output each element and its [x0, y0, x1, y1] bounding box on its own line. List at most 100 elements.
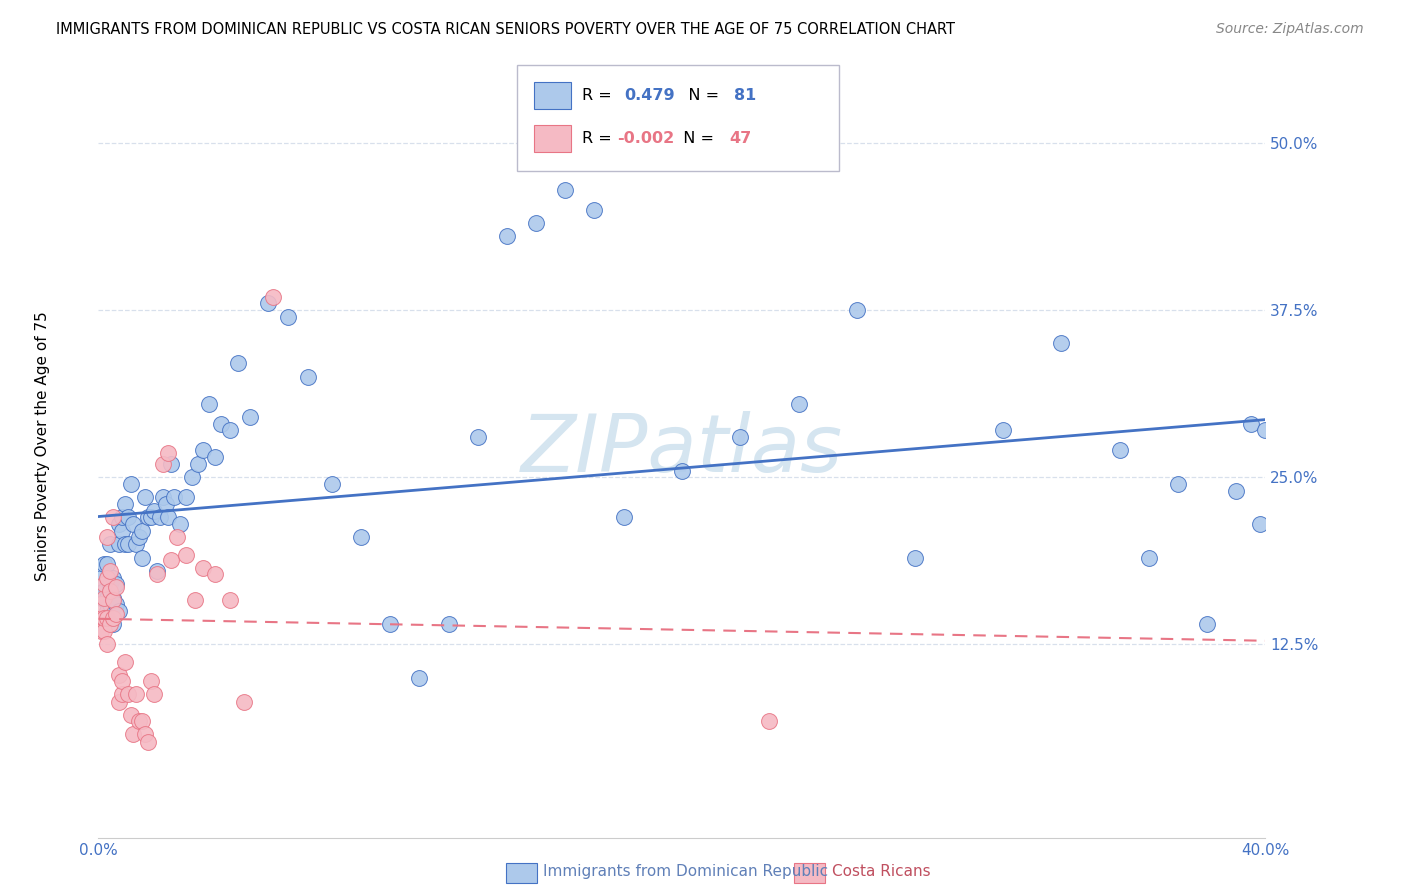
Point: [104, 577, 127, 591]
Point: [209, 417, 232, 431]
Point: [142, 503, 165, 517]
Point: [204, 450, 226, 465]
Point: [98, 598, 121, 612]
Point: [583, 202, 606, 217]
Point: [155, 497, 177, 511]
Point: [101, 510, 124, 524]
Point: [139, 673, 162, 688]
Text: Costa Ricans: Costa Ricans: [832, 864, 931, 879]
Point: [218, 593, 240, 607]
Point: [152, 491, 174, 505]
Point: [96, 530, 118, 544]
Point: [93, 611, 115, 625]
Point: [122, 727, 145, 741]
Point: [160, 457, 183, 471]
Point: [108, 604, 131, 618]
Point: [160, 553, 183, 567]
Point: [146, 564, 169, 578]
Point: [146, 566, 169, 581]
Point: [1249, 517, 1271, 532]
Point: [96, 571, 118, 585]
Point: [554, 182, 576, 196]
Point: [1137, 550, 1160, 565]
Point: [496, 229, 519, 244]
Point: [239, 410, 262, 425]
Point: [169, 517, 191, 532]
Point: [98, 537, 121, 551]
Point: [101, 611, 124, 625]
Point: [114, 497, 136, 511]
Point: [1167, 477, 1189, 491]
Point: [111, 510, 134, 524]
Point: [787, 397, 810, 411]
Point: [117, 537, 139, 551]
Point: [1108, 443, 1130, 458]
Text: 81: 81: [734, 88, 756, 103]
Point: [262, 289, 284, 303]
Text: N =: N =: [673, 131, 720, 145]
Point: [467, 430, 489, 444]
Point: [101, 617, 124, 632]
Point: [90, 624, 112, 639]
Point: [136, 735, 159, 749]
Point: [134, 491, 156, 505]
Point: [93, 577, 115, 591]
Point: [93, 584, 115, 599]
Point: [408, 671, 430, 685]
Point: [136, 510, 159, 524]
Point: [96, 611, 118, 625]
Point: [120, 708, 142, 723]
Point: [111, 524, 134, 538]
Point: [321, 477, 343, 491]
Point: [93, 557, 115, 572]
Point: [134, 727, 156, 741]
Point: [187, 457, 209, 471]
Point: [98, 577, 121, 591]
Point: [758, 714, 780, 728]
Point: [96, 638, 118, 652]
Point: [1240, 417, 1263, 431]
Point: [991, 424, 1014, 438]
Point: [125, 537, 148, 551]
Point: [90, 571, 112, 585]
Point: [183, 593, 205, 607]
Point: [98, 584, 121, 599]
Point: [114, 655, 136, 669]
Point: [163, 491, 186, 505]
Text: 47: 47: [730, 131, 752, 145]
Point: [204, 566, 226, 581]
Point: [131, 714, 153, 728]
Point: [90, 611, 112, 625]
Point: [101, 571, 124, 585]
Point: [228, 356, 250, 371]
Point: [98, 564, 121, 578]
Point: [612, 510, 634, 524]
Point: [128, 530, 150, 544]
Point: [90, 598, 112, 612]
Point: [131, 550, 153, 565]
Point: [93, 591, 115, 605]
Point: [104, 598, 127, 612]
Text: ZIPatlas: ZIPatlas: [520, 411, 844, 490]
Point: [233, 695, 256, 709]
Point: [218, 424, 240, 438]
Text: IMMIGRANTS FROM DOMINICAN REPUBLIC VS COSTA RICAN SENIORS POVERTY OVER THE AGE O: IMMIGRANTS FROM DOMINICAN REPUBLIC VS CO…: [56, 22, 955, 37]
Point: [131, 524, 153, 538]
Point: [157, 446, 180, 460]
Point: [122, 517, 145, 532]
Point: [1050, 336, 1073, 351]
Point: [96, 591, 118, 605]
Text: 0.479: 0.479: [624, 88, 675, 103]
Point: [1195, 617, 1218, 632]
Point: [111, 673, 134, 688]
Text: Seniors Poverty Over the Age of 75: Seniors Poverty Over the Age of 75: [35, 311, 49, 581]
Text: Source: ZipAtlas.com: Source: ZipAtlas.com: [1216, 22, 1364, 37]
Point: [180, 470, 202, 484]
Point: [128, 714, 150, 728]
Point: [277, 310, 299, 324]
Point: [380, 617, 402, 632]
Point: [117, 510, 139, 524]
Point: [101, 593, 124, 607]
Point: [104, 580, 127, 594]
Point: [139, 510, 162, 524]
